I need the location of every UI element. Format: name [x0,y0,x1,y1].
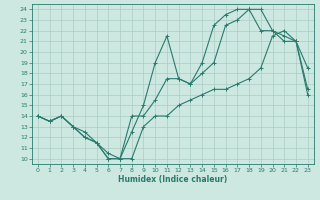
X-axis label: Humidex (Indice chaleur): Humidex (Indice chaleur) [118,175,228,184]
